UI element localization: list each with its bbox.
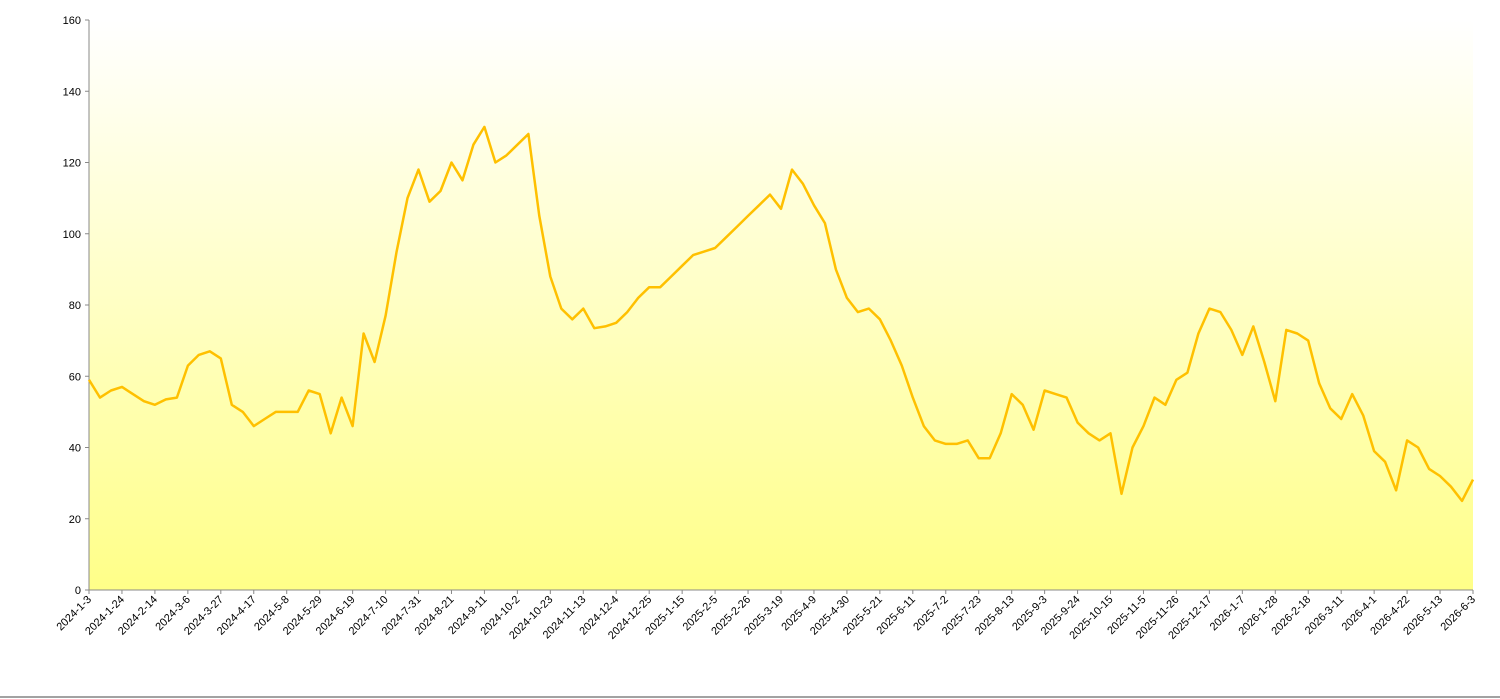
x-tick-label: 2026-6-3 (1438, 594, 1478, 634)
y-tick-label: 100 (63, 229, 81, 241)
y-tick-label: 60 (69, 371, 81, 383)
y-tick-label: 0 (75, 585, 81, 597)
y-tick-label: 40 (69, 443, 81, 455)
price-line (87, 125, 1475, 503)
y-tick-label: 160 (63, 15, 81, 27)
y-tick-label: 20 (69, 514, 81, 526)
plot-area (89, 20, 1473, 590)
y-tick-label: 140 (63, 86, 81, 98)
y-tick-label: 120 (63, 158, 81, 170)
y-tick-label: 80 (69, 300, 81, 312)
